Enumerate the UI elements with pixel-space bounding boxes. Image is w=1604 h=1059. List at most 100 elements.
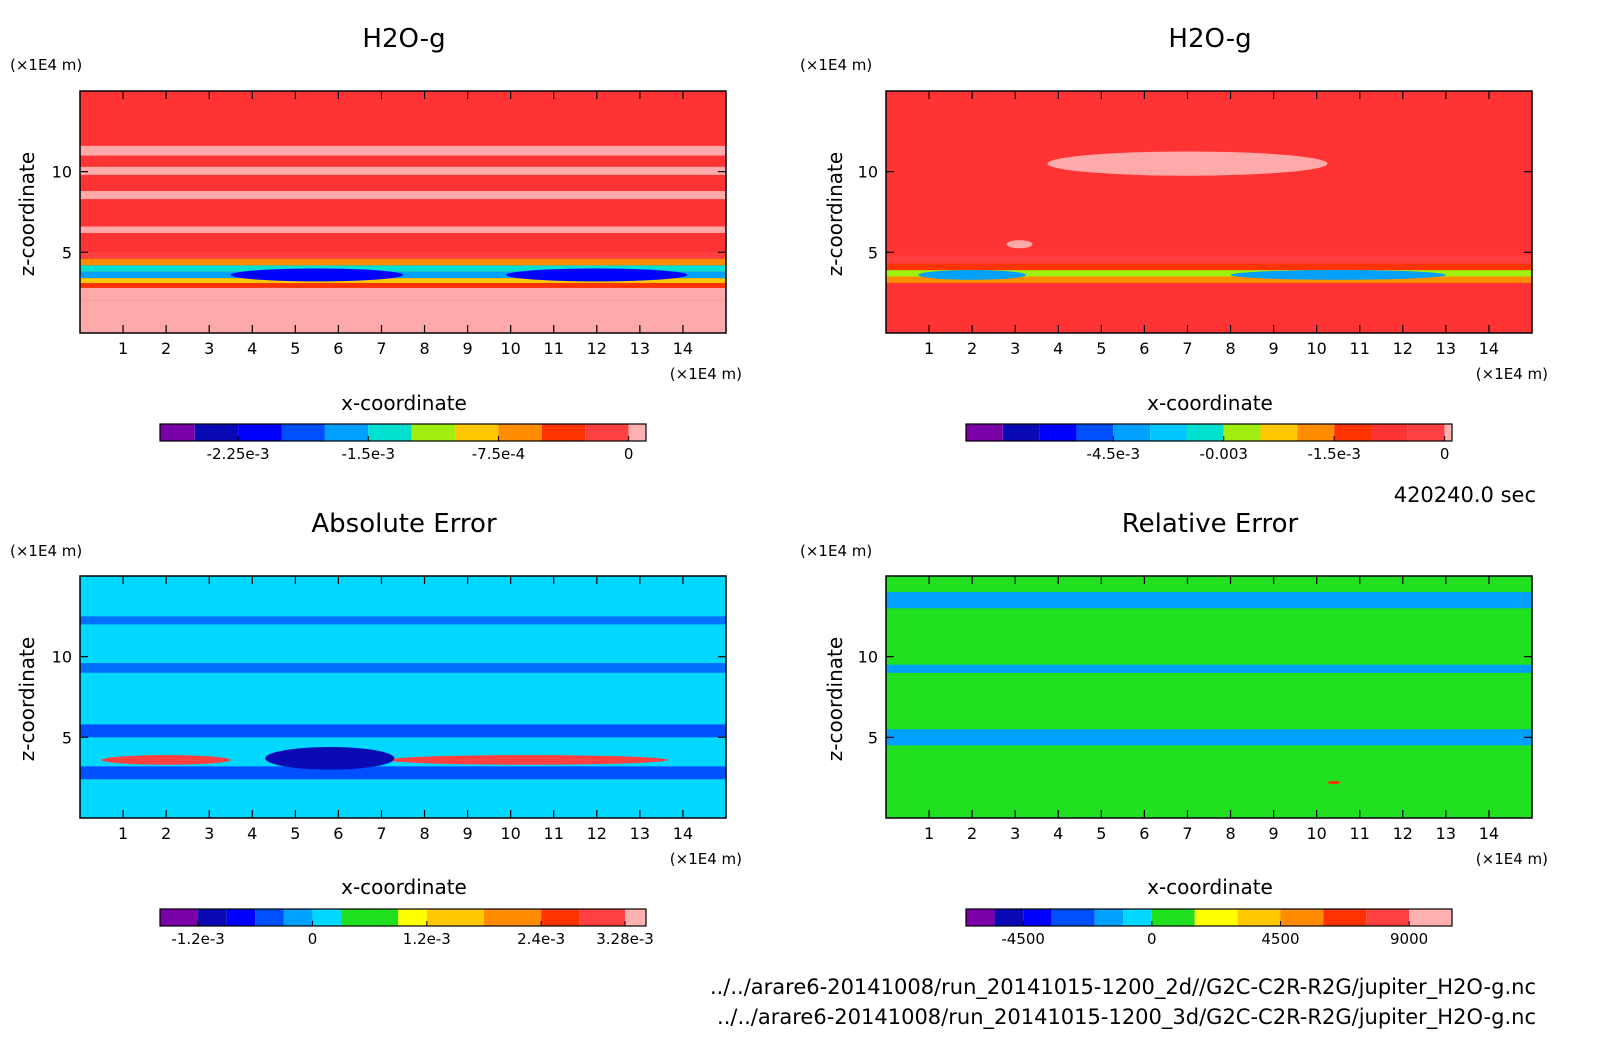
colorbar-segment [1237,909,1281,926]
colorbar-frame [159,423,647,442]
x-tick-label: 12 [1393,824,1413,843]
x-tick-label: 13 [1436,824,1456,843]
x-tick-label: 11 [1350,339,1370,358]
y-tick-label: 5 [868,728,878,747]
x-tick-label: 13 [1436,339,1456,358]
contour-band [80,226,726,233]
colorbar-segment [426,909,484,926]
contour-field [80,576,726,818]
x-tick-label: 1 [924,339,934,358]
x-tick-label: 1 [118,824,128,843]
contour-blob [1047,151,1328,176]
x-tick-label: 5 [290,339,300,358]
x-tick-label: 6 [1139,824,1149,843]
colorbar-frame [159,908,647,927]
x-tick-label: 5 [1096,339,1106,358]
colorbar-tick-label: 3.28e-3 [596,930,654,948]
colorbar-tick-label: -7.5e-4 [472,445,525,463]
contour-blob [506,268,688,282]
colorbar-segment [312,909,342,926]
colorbar-frame [965,423,1453,442]
contour-blob [101,755,231,765]
x-tick-label: 4 [247,339,257,358]
colorbar-segment [1407,424,1445,441]
colorbar-segment [281,424,325,441]
x-tick-label: 9 [1269,824,1279,843]
colorbar: -1.2e-3 0 1.2e-3 2.4e-3 3.28e-3 [159,908,654,948]
x-tick-label: 14 [673,824,693,843]
x-tick-label: 14 [673,339,693,358]
colorbar-segment [238,424,282,441]
x-tick-label: 3 [204,824,214,843]
colorbar-segment [194,424,239,441]
x-tick-label: 10 [500,824,520,843]
contour-band [80,663,726,673]
colorbar-tick-label: -2.25e-3 [207,445,270,463]
colorbar-segment [455,424,499,441]
x-tick-label: 7 [376,824,386,843]
time-label: 420240.0 sec [1394,483,1536,507]
contour-blob [230,268,403,282]
contour-blob [387,755,668,765]
colorbar: -4.5e-3 -0.003 -1.5e-3 0 [965,423,1453,463]
contour-band [886,664,1532,673]
colorbar-segment [1297,424,1335,441]
colorbar-tick-label: 0 [1440,445,1450,463]
colorbar-segment [1409,909,1452,926]
x-tick-label: 6 [333,824,343,843]
colorbar-segment [1186,424,1224,441]
colorbar-segment [1280,909,1324,926]
colorbar-tick-label: 0 [308,930,318,948]
x-unit-label: (×1E4 m) [670,365,742,383]
colorbar-segment [1151,909,1195,926]
x-unit-label: (×1E4 m) [1476,365,1548,383]
x-tick-label: 4 [1053,339,1063,358]
colorbar-segment [368,424,412,441]
y-tick-label: 5 [62,243,72,262]
x-tick-label: 14 [1479,339,1499,358]
colorbar-segment [198,909,227,926]
y-tick-label: 10 [858,163,878,182]
colorbar-segment [1023,909,1052,926]
x-axis-label: x-coordinate [341,391,467,415]
file-path-2d: ../../arare6-20141008/run_20141015-1200_… [710,975,1536,1000]
colorbar-segment [625,909,646,926]
colorbar: -2.25e-3 -1.5e-3 -7.5e-4 0 [159,423,647,463]
colorbar-segment [1323,909,1367,926]
colorbar-segment [966,424,1003,441]
colorbar-segment [1002,424,1040,441]
colorbar-segment [1334,424,1371,441]
x-tick-label: 1 [118,339,128,358]
x-tick-label: 8 [1225,339,1235,358]
colorbar-segment [1366,909,1410,926]
colorbar: -4500 0 4500 9000 [965,908,1453,948]
x-tick-label: 8 [1225,824,1235,843]
colorbar-segment [994,909,1024,926]
x-unit-label: (×1E4 m) [670,850,742,868]
contour-background [886,576,1532,818]
contour-field [886,576,1532,818]
x-tick-label: 5 [290,824,300,843]
colorbar-segment [1444,424,1452,441]
colorbar-frame [965,908,1453,927]
colorbar-segment [324,424,369,441]
colorbar-tick-label: 4500 [1261,930,1299,948]
panel-title: Relative Error [1122,509,1299,539]
colorbar-segment [1051,909,1095,926]
colorbar-segment [1123,909,1152,926]
y-axis-label: z-coordinate [15,152,39,276]
x-tick-label: 12 [587,339,607,358]
x-tick-label: 10 [500,339,520,358]
colorbar-tick-label: -4.5e-3 [1087,445,1140,463]
contour-blob [1230,270,1446,280]
colorbar-tick-label: -1.2e-3 [171,930,224,948]
x-tick-label: 9 [463,339,473,358]
x-tick-label: 7 [1182,824,1192,843]
colorbar-tick-label: -0.003 [1200,445,1248,463]
x-tick-label: 10 [1306,339,1326,358]
y-tick-label: 10 [858,648,878,667]
